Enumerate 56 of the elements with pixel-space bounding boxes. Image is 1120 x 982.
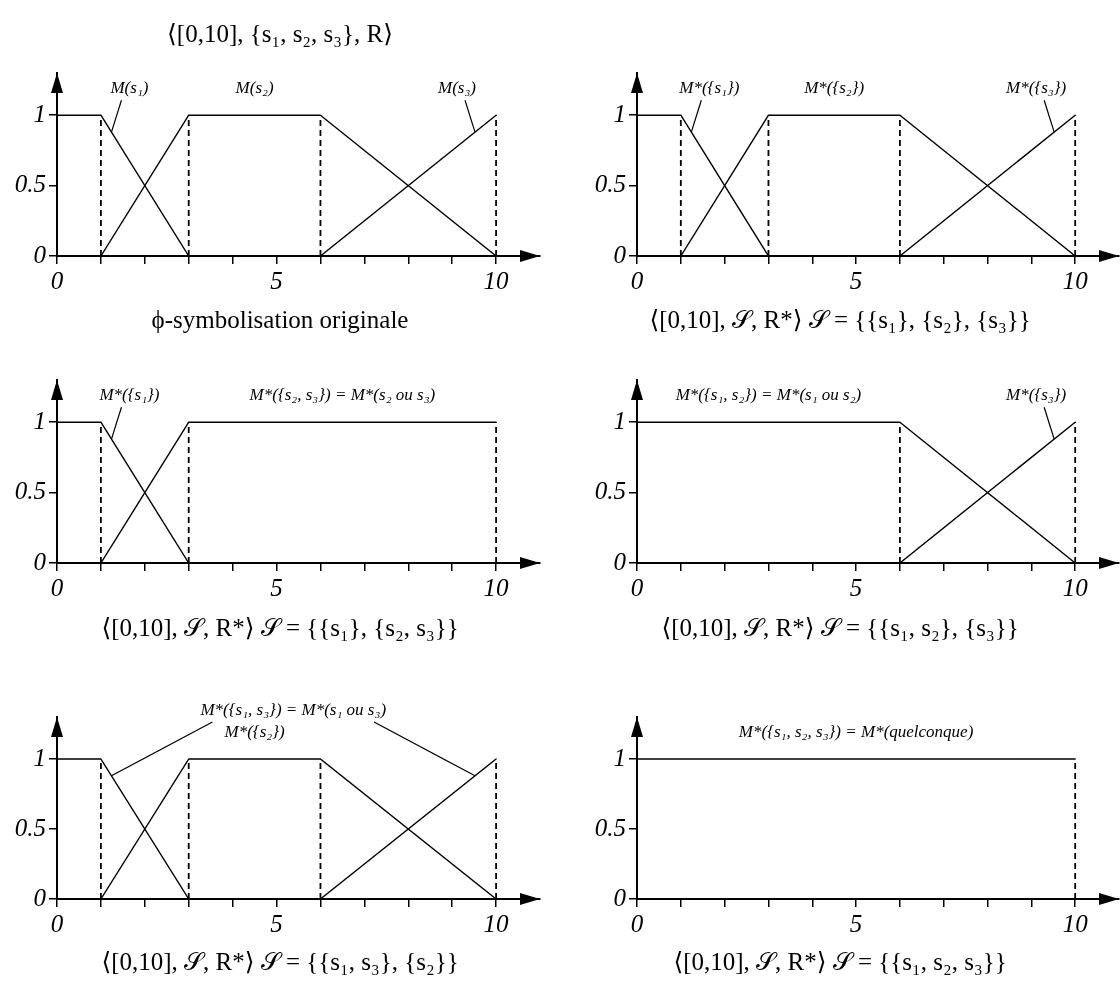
legend-label: M*({s₁, s₂}) = M*(s₁ ou s₂)	[674, 385, 862, 405]
x-tick-label: 0	[630, 909, 644, 937]
text: ⟨[0,10], 𝒮, R*⟩ 𝒮 = {{s₁}, {s₂}, {s₃}}	[649, 306, 1031, 333]
series-label: M*({s₃})	[1005, 78, 1067, 98]
y-tick-label: 0.5	[14, 170, 46, 198]
series-label: M(s₃)	[437, 78, 477, 98]
y-tick-label: 0	[613, 547, 627, 575]
x-tick-label: 0	[50, 909, 64, 937]
x-tick-label: 5	[270, 909, 283, 937]
text: ⟨[0,10], 𝒮, R*⟩ 𝒮 = {{s₁}, {s₂, s₃}}	[101, 614, 459, 641]
y-tick-label: 0	[33, 240, 47, 268]
x-tick-label: 0	[630, 573, 644, 601]
x-tick-label: 5	[849, 909, 863, 937]
chart-title: ⟨[0,10], {s₁, s₂, s₃}, R⟩	[167, 20, 393, 47]
x-tick-label: 10	[1062, 909, 1089, 937]
legend-label: M*({s₁})	[98, 385, 160, 405]
x-tick-label: 5	[849, 573, 863, 601]
x-tick-label: 10	[1062, 266, 1089, 294]
x-tick-label: 10	[483, 573, 510, 601]
series-label: M*({s₂})	[223, 722, 285, 741]
x-tick-label: 10	[483, 266, 510, 294]
x-tick-label: 0	[630, 266, 644, 294]
series-label: M*({s₃})	[1005, 385, 1067, 405]
y-tick-label: 0	[613, 883, 627, 911]
x-tick-label: 0	[50, 573, 64, 601]
x-tick-label: 10	[1062, 573, 1089, 601]
x-tick-label: 10	[483, 909, 510, 937]
x-tick-label: 5	[270, 266, 283, 294]
text: ⟨[0,10], 𝒮, R*⟩ 𝒮 = {{s₁, s₂, s₃}}	[673, 948, 1007, 975]
y-tick-label: 1	[33, 406, 46, 434]
y-tick-label: 0	[613, 240, 627, 268]
y-tick-label: 0.5	[594, 477, 626, 505]
series-label: M*({s₂, s₃}) = M*(s₂ ou s₃)	[248, 385, 436, 405]
y-tick-label: 0	[33, 547, 47, 575]
x-tick-label: 0	[50, 266, 64, 294]
y-tick-label: 0.5	[14, 813, 46, 841]
legend-label: M*({s₁})	[678, 78, 740, 98]
text: ⟨[0,10], 𝒮, R*⟩ 𝒮 = {{s₁, s₂}, {s₃}}	[661, 614, 1019, 641]
y-tick-label: 1	[613, 406, 626, 434]
y-tick-label: 0.5	[594, 170, 626, 198]
y-tick-label: 1	[33, 743, 46, 771]
x-tick-label: 5	[849, 266, 863, 294]
series-label: M(s₁)	[109, 78, 149, 98]
y-tick-label: 0	[33, 883, 47, 911]
y-tick-label: 1	[33, 99, 46, 127]
text: ⟨[0,10], 𝒮, R*⟩ 𝒮 = {{s₁, s₃}, {s₂}}	[101, 948, 459, 975]
x-tick-label: 5	[270, 573, 283, 601]
y-tick-label: 1	[613, 743, 626, 771]
text: M*({s₁, s₃}) = M*(s₁ ou s₃)	[199, 700, 387, 719]
series-label: M(s₂)	[234, 78, 274, 98]
y-tick-label: 0.5	[594, 813, 626, 841]
y-tick-label: 0.5	[14, 477, 46, 505]
series-label: M*({s₁, s₂, s₃}) = M*(quelconque)	[737, 722, 974, 741]
y-tick-label: 1	[613, 99, 626, 127]
series-label: M*({s₂})	[803, 78, 865, 98]
text: ϕ-symbolisation originale	[151, 306, 409, 333]
